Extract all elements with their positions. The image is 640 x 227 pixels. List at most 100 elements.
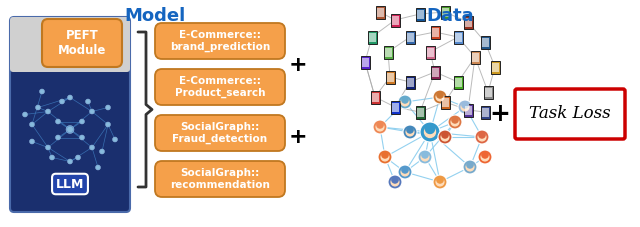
FancyBboxPatch shape: [390, 13, 399, 27]
Circle shape: [437, 92, 443, 98]
Text: Model: Model: [124, 7, 186, 25]
FancyBboxPatch shape: [415, 7, 424, 20]
Circle shape: [47, 110, 49, 113]
FancyBboxPatch shape: [406, 77, 413, 86]
Circle shape: [391, 178, 399, 186]
FancyBboxPatch shape: [492, 62, 499, 72]
FancyBboxPatch shape: [406, 32, 413, 42]
Circle shape: [403, 125, 417, 139]
FancyBboxPatch shape: [483, 86, 493, 99]
Circle shape: [475, 130, 489, 144]
Circle shape: [31, 123, 33, 126]
Circle shape: [422, 152, 428, 158]
FancyBboxPatch shape: [481, 37, 488, 47]
Circle shape: [99, 149, 104, 154]
Circle shape: [90, 109, 95, 114]
Circle shape: [438, 130, 452, 144]
Circle shape: [61, 100, 63, 103]
Circle shape: [45, 145, 51, 150]
Circle shape: [114, 138, 116, 141]
Circle shape: [79, 135, 84, 140]
Circle shape: [478, 150, 492, 164]
Circle shape: [24, 113, 26, 116]
FancyBboxPatch shape: [431, 66, 440, 79]
FancyBboxPatch shape: [415, 106, 424, 118]
Circle shape: [377, 122, 383, 128]
FancyBboxPatch shape: [463, 104, 472, 116]
Circle shape: [91, 110, 93, 113]
FancyBboxPatch shape: [42, 19, 122, 67]
Circle shape: [56, 135, 61, 140]
FancyBboxPatch shape: [470, 50, 479, 64]
FancyBboxPatch shape: [454, 77, 461, 86]
Circle shape: [426, 124, 435, 133]
FancyBboxPatch shape: [367, 30, 376, 44]
FancyBboxPatch shape: [385, 47, 392, 57]
Text: E-Commerce::
brand_prediction: E-Commerce:: brand_prediction: [170, 30, 270, 52]
Circle shape: [45, 109, 51, 114]
Circle shape: [401, 168, 409, 176]
Text: E-Commerce::
Product_search: E-Commerce:: Product_search: [175, 76, 265, 98]
FancyBboxPatch shape: [385, 71, 394, 84]
Circle shape: [67, 159, 72, 164]
FancyBboxPatch shape: [481, 35, 490, 49]
Circle shape: [466, 163, 474, 171]
Circle shape: [448, 115, 462, 129]
Circle shape: [378, 150, 392, 164]
FancyBboxPatch shape: [390, 101, 399, 114]
Circle shape: [95, 165, 100, 170]
Circle shape: [436, 178, 444, 186]
Circle shape: [478, 133, 486, 141]
Circle shape: [81, 136, 83, 139]
FancyBboxPatch shape: [417, 10, 424, 18]
Circle shape: [97, 166, 99, 169]
Circle shape: [376, 123, 384, 131]
FancyBboxPatch shape: [360, 55, 369, 69]
Circle shape: [106, 122, 111, 127]
Circle shape: [90, 145, 95, 150]
FancyBboxPatch shape: [431, 27, 438, 37]
Circle shape: [31, 140, 33, 143]
Circle shape: [66, 126, 74, 133]
Circle shape: [388, 175, 402, 189]
Circle shape: [463, 160, 477, 174]
Circle shape: [107, 106, 109, 109]
FancyBboxPatch shape: [442, 7, 449, 17]
FancyBboxPatch shape: [392, 15, 399, 25]
Circle shape: [100, 150, 104, 153]
Text: +: +: [289, 55, 307, 75]
Circle shape: [36, 106, 40, 109]
FancyBboxPatch shape: [376, 7, 383, 17]
FancyBboxPatch shape: [515, 89, 625, 139]
FancyBboxPatch shape: [392, 103, 399, 111]
FancyBboxPatch shape: [472, 52, 479, 62]
Circle shape: [51, 156, 53, 159]
Circle shape: [382, 152, 388, 158]
FancyBboxPatch shape: [376, 5, 385, 18]
FancyBboxPatch shape: [454, 32, 461, 42]
Circle shape: [29, 139, 35, 144]
Circle shape: [401, 98, 409, 106]
Circle shape: [68, 160, 72, 163]
Circle shape: [433, 175, 447, 189]
Circle shape: [113, 137, 118, 142]
Circle shape: [392, 177, 398, 183]
FancyBboxPatch shape: [481, 106, 490, 118]
FancyBboxPatch shape: [465, 17, 472, 27]
Circle shape: [107, 123, 109, 126]
Text: SocialGraph::
recommendation: SocialGraph:: recommendation: [170, 168, 270, 190]
Circle shape: [68, 96, 72, 99]
FancyBboxPatch shape: [383, 45, 392, 59]
FancyBboxPatch shape: [426, 47, 433, 57]
Circle shape: [433, 90, 447, 104]
FancyBboxPatch shape: [155, 23, 285, 59]
FancyBboxPatch shape: [440, 96, 449, 109]
FancyBboxPatch shape: [484, 87, 492, 96]
Circle shape: [452, 117, 458, 123]
FancyBboxPatch shape: [10, 17, 130, 72]
FancyBboxPatch shape: [371, 92, 378, 101]
Circle shape: [441, 133, 449, 141]
Circle shape: [406, 128, 414, 136]
Circle shape: [482, 152, 488, 158]
FancyBboxPatch shape: [417, 108, 424, 116]
